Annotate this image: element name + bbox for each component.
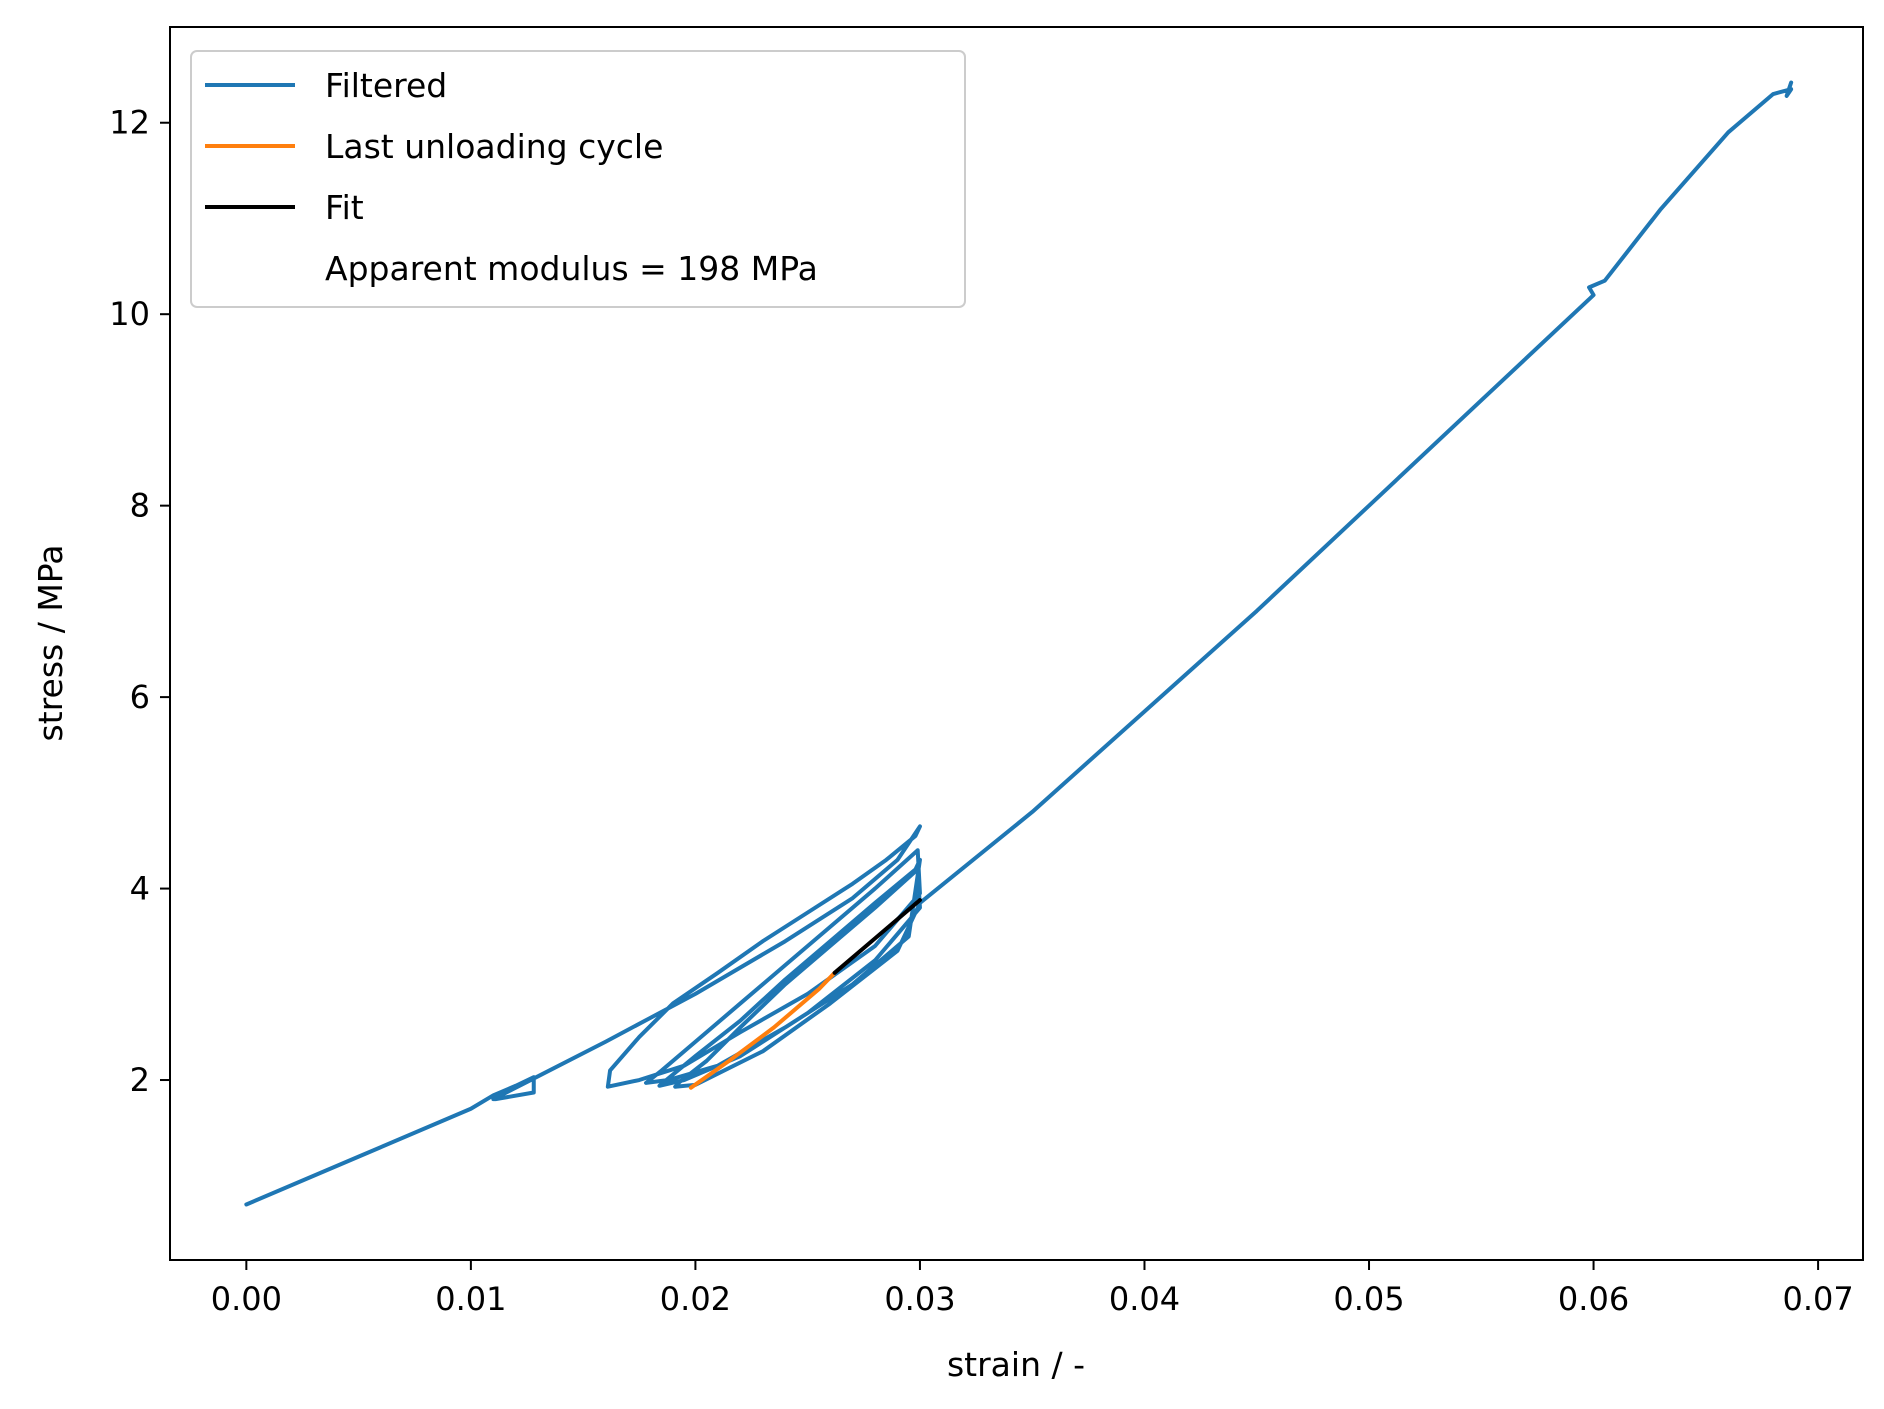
x-tick-label: 0.04 <box>1109 1280 1180 1318</box>
series-line-filtered <box>244 80 1794 1207</box>
y-axis: 2 4 6 8 10 12 <box>109 104 170 1099</box>
y-axis-label: stress / MPa <box>31 545 70 742</box>
x-axis: 0.00 0.01 0.02 0.03 0.04 0.05 0.06 0.07 <box>211 1260 1854 1318</box>
legend: Filtered Last unloading cycle Fit Apparent … <box>190 50 966 308</box>
y-tick-label: 10 <box>109 295 150 333</box>
series-line-fit <box>832 898 922 975</box>
legend-label: Apparent modulus = 198 MPa <box>325 249 818 288</box>
y-tick-label: 6 <box>130 678 150 716</box>
series-line-last-unloading-cycle <box>688 970 837 1090</box>
legend-label: Fit <box>325 188 364 227</box>
x-axis-label: strain / - <box>947 1345 1085 1384</box>
legend-box <box>190 50 966 308</box>
y-tick-label: 8 <box>130 487 150 525</box>
x-tick-label: 0.03 <box>884 1280 955 1318</box>
series-layer <box>244 80 1794 1207</box>
x-tick-label: 0.02 <box>660 1280 731 1318</box>
x-tick-label: 0.07 <box>1782 1280 1853 1318</box>
y-tick-label: 12 <box>109 104 150 142</box>
legend-label: Filtered <box>325 66 447 105</box>
x-tick-label: 0.05 <box>1333 1280 1404 1318</box>
y-tick-label: 4 <box>130 870 150 908</box>
legend-label: Last unloading cycle <box>325 127 663 166</box>
plot-frame <box>169 26 1864 1261</box>
x-tick-label: 0.00 <box>211 1280 282 1318</box>
x-tick-label: 0.01 <box>435 1280 506 1318</box>
x-tick-label: 0.06 <box>1558 1280 1629 1318</box>
y-tick-label: 2 <box>130 1061 150 1099</box>
